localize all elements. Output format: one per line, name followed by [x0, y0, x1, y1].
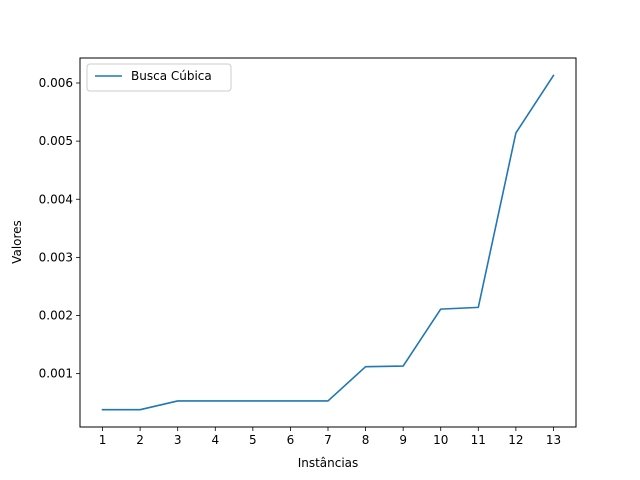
y-tick-label: 0.001 — [39, 367, 73, 381]
x-axis: 1 2 3 4 5 6 7 8 9 10 11 12 13 — [99, 427, 561, 447]
plot-area — [80, 58, 576, 427]
y-axis: 0.001 0.002 0.003 0.004 0.005 0.006 — [39, 76, 80, 381]
y-tick-label: 0.002 — [39, 309, 73, 323]
x-tick-label: 2 — [136, 433, 144, 447]
x-tick-label: 9 — [399, 433, 407, 447]
y-tick-label: 0.006 — [39, 76, 73, 90]
legend-box — [86, 63, 232, 92]
series-line-0 — [101, 74, 555, 411]
y-axis-label: Valores — [10, 220, 24, 264]
y-tick-label: 0.004 — [39, 192, 73, 206]
x-tick-label: 6 — [287, 433, 295, 447]
x-tick-label: 11 — [471, 433, 486, 447]
x-tick-label: 3 — [174, 433, 182, 447]
x-tick-label: 5 — [249, 433, 257, 447]
x-tick-label: 1 — [99, 433, 107, 447]
x-tick-label: 7 — [324, 433, 332, 447]
legend-label: Busca Cúbica — [131, 69, 212, 83]
x-tick-label: 4 — [211, 433, 219, 447]
series-layer — [101, 74, 555, 411]
x-axis-label: Instâncias — [298, 456, 359, 470]
x-tick-label: 13 — [546, 433, 561, 447]
x-tick-label: 10 — [433, 433, 448, 447]
legend: Busca Cúbica — [86, 63, 232, 92]
x-tick-label: 8 — [362, 433, 370, 447]
x-tick-label: 12 — [508, 433, 523, 447]
y-tick-label: 0.003 — [39, 250, 73, 264]
y-tick-label: 0.005 — [39, 134, 73, 148]
